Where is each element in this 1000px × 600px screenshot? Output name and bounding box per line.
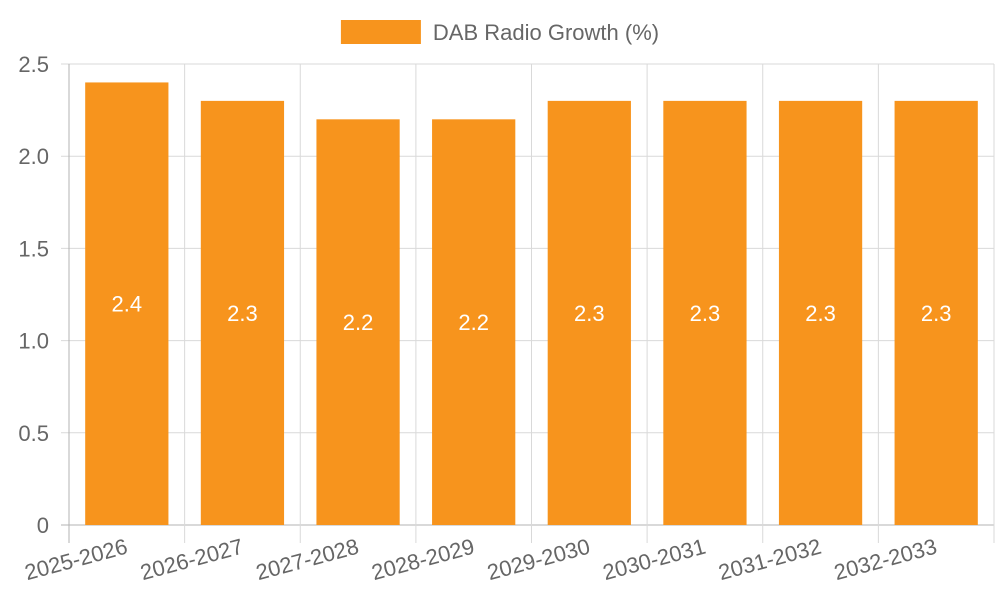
y-tick-label: 2.0 [18, 144, 49, 169]
x-tick-label: 2029-2030 [485, 534, 593, 585]
legend[interactable]: DAB Radio Growth (%) [340, 20, 659, 45]
data-label: 2.3 [805, 301, 836, 326]
data-labels-layer: 2.4 2.3 2.2 2.2 2.3 2.3 2.3 2.3 [112, 292, 952, 335]
y-tick-label: 1.0 [18, 329, 49, 354]
data-label: 2.3 [574, 301, 605, 326]
x-tick-label: 2025-2026 [22, 534, 130, 585]
data-label: 2.4 [112, 292, 143, 317]
bar[interactable] [663, 100, 747, 525]
x-tick-label: 2026-2027 [138, 534, 246, 585]
data-label: 2.2 [343, 310, 374, 335]
bar[interactable] [316, 119, 400, 525]
y-tick-label: 1.5 [18, 236, 49, 261]
x-tick-label: 2028-2029 [369, 534, 477, 585]
data-label: 2.3 [690, 301, 721, 326]
bar[interactable] [85, 82, 169, 525]
x-tick-label: 2031-2032 [716, 534, 824, 585]
legend-label: DAB Radio Growth (%) [433, 20, 659, 45]
bar[interactable] [778, 100, 863, 525]
y-tick-label: 0.5 [18, 421, 49, 446]
bar[interactable] [432, 119, 516, 525]
x-tick-label: 2030-2031 [600, 534, 708, 585]
y-tick-label: 2.5 [18, 52, 49, 77]
bar[interactable] [894, 100, 978, 525]
x-tick-label: 2032-2033 [831, 534, 939, 585]
y-tick-label: 0 [37, 513, 49, 538]
legend-swatch [340, 20, 421, 44]
bar[interactable] [200, 100, 285, 525]
legend-item[interactable]: DAB Radio Growth (%) [340, 20, 659, 45]
bars-layer [85, 82, 978, 525]
x-tick-label: 2027-2028 [253, 534, 361, 585]
data-label: 2.2 [458, 310, 489, 335]
bar[interactable] [547, 100, 631, 525]
data-label: 2.3 [921, 301, 952, 326]
data-label: 2.3 [227, 301, 258, 326]
